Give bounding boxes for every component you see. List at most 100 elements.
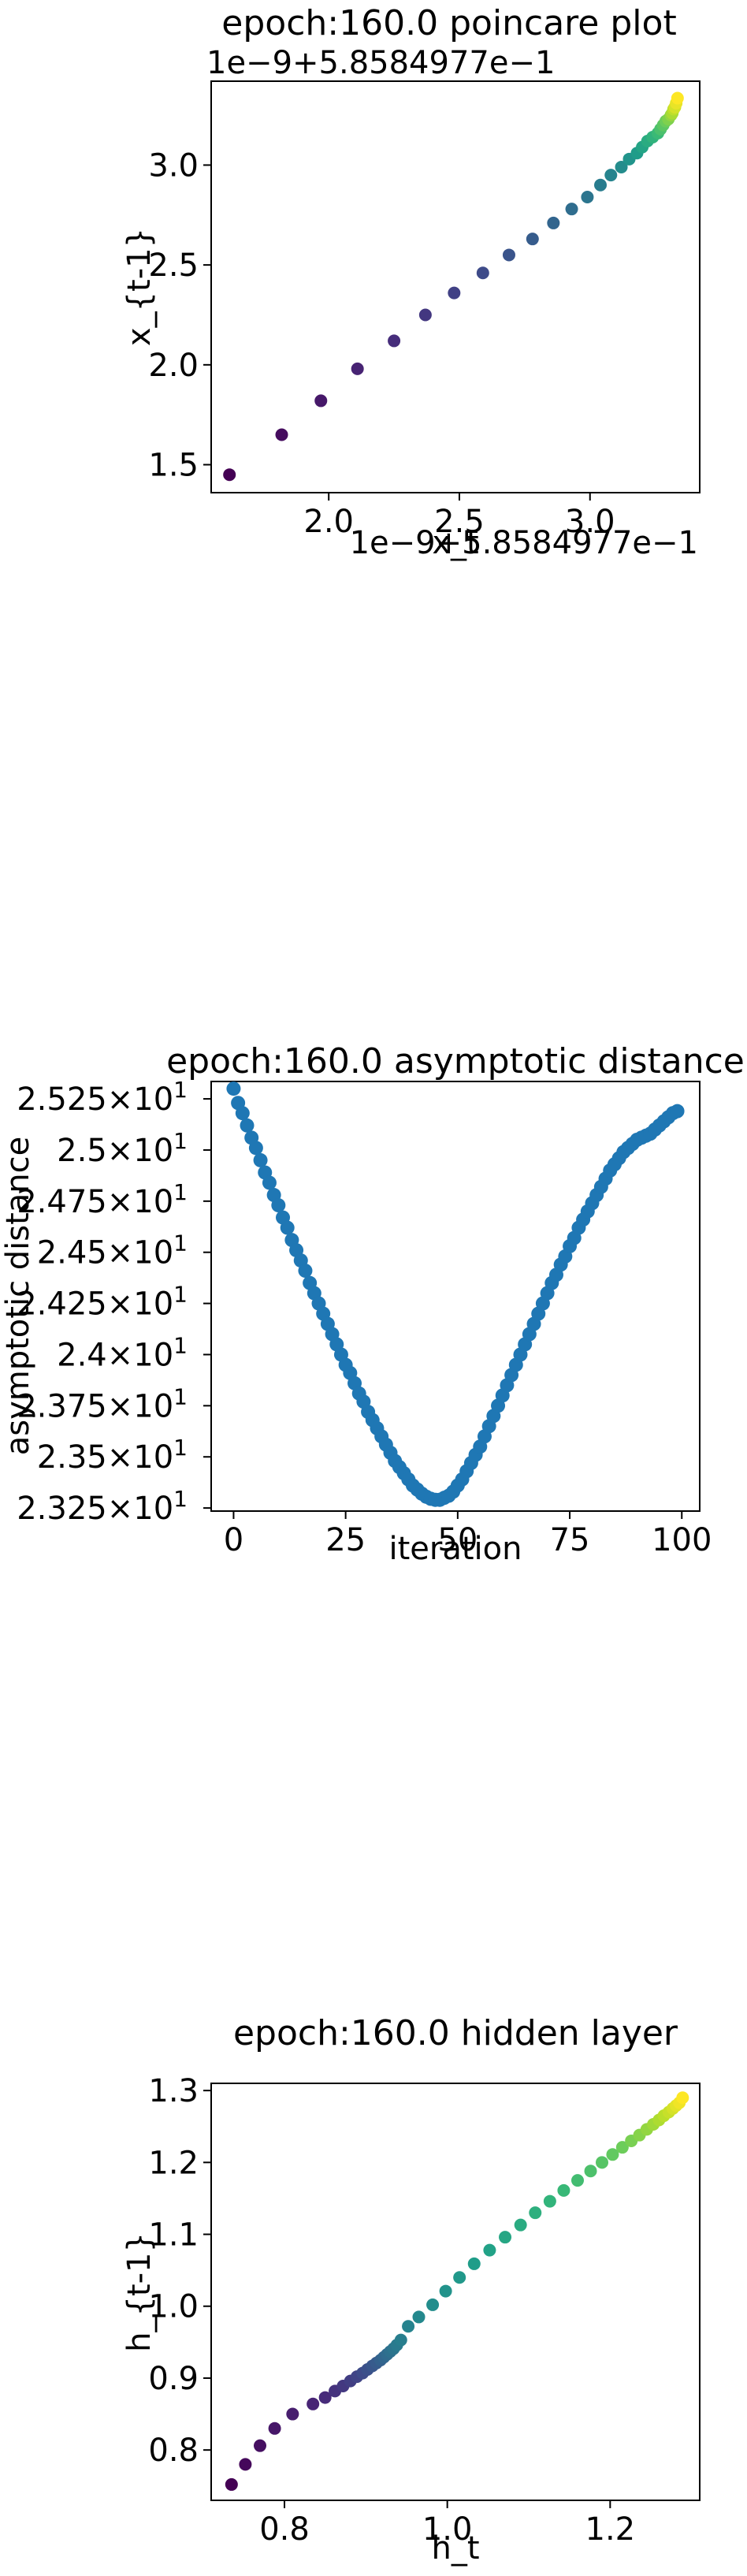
asymptotic-point [248, 1141, 263, 1156]
x-tick-label: 1.0 [422, 2511, 473, 2548]
hidden-layer-point [412, 2310, 426, 2324]
poincare-y-label: x_{t-1} [121, 228, 158, 346]
asymptotic-point [235, 1106, 250, 1121]
poincare-point [476, 266, 489, 280]
hidden-layer-point [514, 2218, 527, 2232]
hidden-layer-point [676, 2091, 689, 2105]
hidden-layer-x-label: h_t [431, 2530, 479, 2567]
poincare-point [604, 169, 618, 182]
hidden-layer-point [499, 2231, 512, 2244]
hidden-layer-point [318, 2391, 332, 2404]
y-tick-label: 1.3 [148, 2073, 199, 2109]
hidden-layer-title: epoch:160.0 hidden layer [233, 2013, 678, 2053]
asymptotic-point [240, 1118, 255, 1133]
x-tick-label: 3.0 [565, 504, 615, 540]
poincare-point [388, 334, 401, 348]
hidden-layer-point [402, 2320, 415, 2333]
hidden-layer-point [254, 2439, 266, 2452]
asymptotic-plot-frame [210, 1081, 701, 1512]
hidden-layer-point [615, 2141, 629, 2154]
poincare-title: epoch:160.0 poincare plot [221, 3, 676, 43]
asymptotic-distance-chart: epoch:160.0 asymptotic distance 0 25 50 75 1… [0, 1041, 745, 1567]
hidden-layer-point [557, 2183, 570, 2197]
asymptotic-point [262, 1175, 277, 1190]
x-tick-label: 1.2 [585, 2511, 636, 2548]
hidden-layer-point [571, 2174, 584, 2187]
hidden-layer-point [596, 2156, 608, 2169]
hidden-layer-point [307, 2397, 320, 2410]
x-tick-label: 25 [325, 1522, 366, 1558]
poincare-chart: epoch:160.0 poincare plot 1e−9+5.8584977… [121, 3, 701, 561]
y-tick-label: 1.0 [148, 2289, 199, 2325]
y-tick-label: 2.4×101 [57, 1332, 188, 1373]
poincare-point [526, 233, 539, 246]
hidden-layer-point [606, 2148, 619, 2161]
hidden-layer-point [268, 2422, 281, 2435]
poincare-x-offset-label: 1e−9+5.8584977e−1 [350, 525, 698, 561]
poincare-point [502, 248, 515, 262]
hidden-layer-point [394, 2333, 407, 2347]
y-tick-label: 1.2 [148, 2145, 199, 2181]
asymptotic-y-label: asymptotic distance [0, 1137, 36, 1456]
x-tick-label: 0 [224, 1522, 243, 1558]
poincare-point [671, 91, 684, 105]
x-tick-label: 0.8 [259, 2511, 310, 2548]
y-tick-label: 2.525×101 [17, 1077, 188, 1118]
poincare-point [565, 203, 578, 216]
x-tick-label: 50 [437, 1522, 478, 1558]
hidden-layer-point [529, 2206, 542, 2220]
hidden-layer-point [584, 2165, 597, 2178]
poincare-x-label: x_t [432, 525, 478, 561]
hidden-layer-point [426, 2298, 440, 2311]
x-tick-label: 100 [652, 1522, 712, 1558]
y-tick-label: 0.8 [148, 2433, 199, 2469]
y-tick-label: 2.325×101 [17, 1486, 188, 1527]
poincare-plot-frame [210, 80, 701, 493]
poincare-point [448, 286, 461, 300]
asymptotic-x-label: iteration [389, 1531, 522, 1567]
hidden-layer-point [453, 2271, 466, 2284]
y-tick-label: 2.425×101 [17, 1282, 188, 1323]
y-tick-label: 2.475×101 [17, 1179, 188, 1220]
x-tick-label: 75 [550, 1522, 590, 1558]
hidden-layer-point [467, 2257, 481, 2270]
hidden-layer-point [543, 2194, 556, 2208]
asymptotic-point [226, 1081, 241, 1096]
hidden-layer-points [225, 2091, 689, 2491]
poincare-point [314, 394, 328, 408]
y-tick-label: 2.5 [148, 248, 199, 284]
hidden-layer-y-label: h_{t-1} [121, 2232, 158, 2352]
asymptotic-point [670, 1104, 685, 1119]
asymptotic-point [298, 1264, 313, 1279]
y-tick-label: 2.375×101 [17, 1383, 188, 1424]
poincare-point [223, 468, 236, 482]
poincare-point [351, 362, 364, 375]
hidden-layer-point [286, 2407, 299, 2421]
hidden-layer-point [483, 2243, 496, 2257]
hidden-layer-point [225, 2477, 238, 2491]
x-tick-label: 2.0 [303, 504, 354, 540]
asymptotic-point [271, 1198, 286, 1213]
y-tick-label: 3.0 [148, 147, 199, 184]
y-tick-label: 1.1 [148, 2217, 199, 2254]
hidden-layer-plot-frame [210, 2083, 701, 2501]
asymptotic-points [226, 1081, 685, 1507]
y-tick-label: 1.5 [148, 448, 199, 484]
y-tick-label: 2.45×101 [37, 1230, 188, 1271]
hidden-layer-chart: epoch:160.0 hidden layer 0.8 1.0 1.2 0.8 0.9… [121, 2013, 701, 2567]
y-tick-label: 2.0 [148, 348, 199, 384]
asymptotic-point [253, 1152, 268, 1167]
y-tick-label: 2.35×101 [37, 1435, 188, 1476]
y-tick-label: 2.5×101 [57, 1128, 188, 1169]
poincare-point [594, 178, 608, 192]
poincare-y-offset-label: 1e−9+5.8584977e−1 [206, 45, 555, 81]
hidden-layer-point [239, 2458, 252, 2471]
hidden-layer-point [439, 2284, 452, 2298]
poincare-point [418, 308, 432, 322]
poincare-point [581, 190, 594, 203]
poincare-point [547, 216, 560, 229]
y-tick-label: 0.9 [148, 2361, 199, 2397]
poincare-points [223, 91, 684, 482]
asymptotic-point [280, 1220, 295, 1235]
